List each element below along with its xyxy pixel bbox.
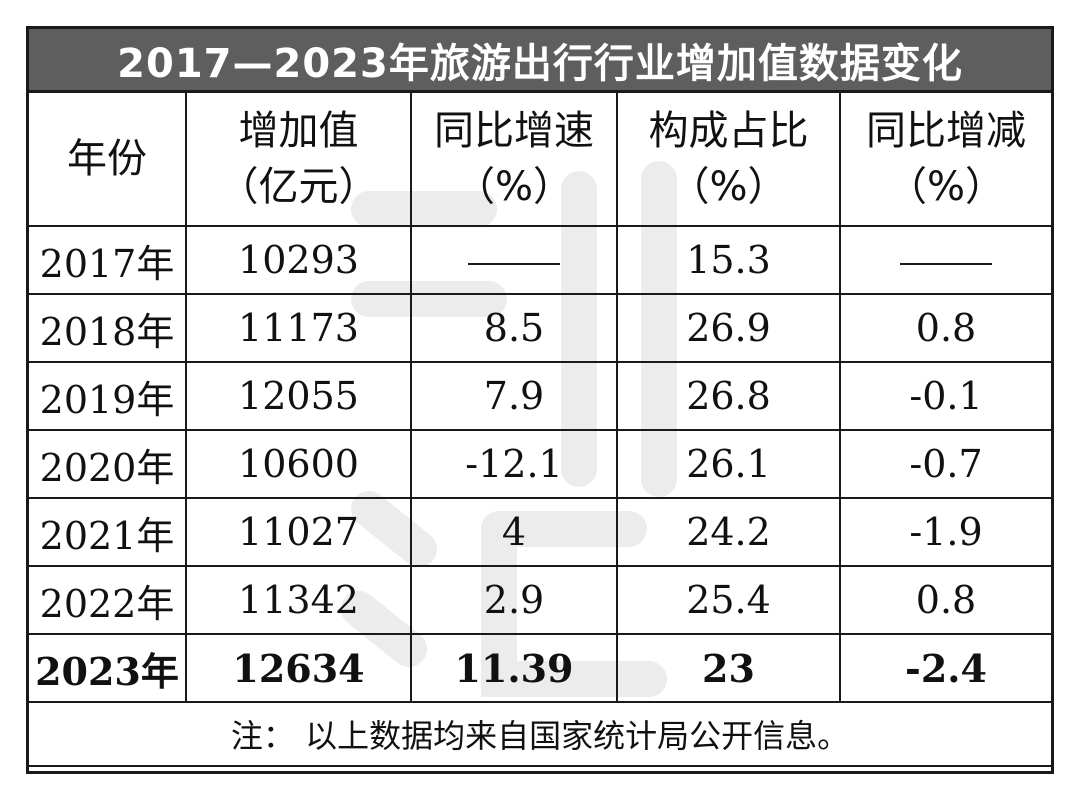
data-table: 年份 增加值 （亿元） 同比增速 （%） 构成占比 （%） 同比增减 （%） 2… xyxy=(29,93,1051,767)
header-growth-label: 同比增速 xyxy=(434,108,594,154)
table-frame: 2017—2023年旅游出行行业增加值数据变化 年份 增加值 （亿元） 同比增速… xyxy=(26,26,1054,774)
dash-mark xyxy=(468,262,560,265)
year-cell: 2018年 xyxy=(29,293,187,363)
year-cell: 2019年 xyxy=(29,361,187,431)
year-cell: 2023年 xyxy=(29,633,187,703)
header-value: 增加值 （亿元） xyxy=(185,93,412,227)
header-change: 同比增减 （%） xyxy=(839,93,1051,227)
growth-cell: 7.9 xyxy=(410,361,618,431)
share-cell: 26.9 xyxy=(616,293,841,363)
header-share: 构成占比 （%） xyxy=(616,93,841,227)
growth-cell: 2.9 xyxy=(410,565,618,635)
header-growth: 同比增速 （%） xyxy=(410,93,618,227)
growth-cell xyxy=(410,225,618,295)
table-row: 2018年 11173 8.5 26.9 0.8 xyxy=(29,293,1051,363)
source-note: 注： 以上数据均来自国家统计局公开信息。 xyxy=(29,701,1051,767)
growth-cell: 4 xyxy=(410,497,618,567)
header-change-label: 同比增减 xyxy=(866,108,1026,154)
year-cell: 2022年 xyxy=(29,565,187,635)
header-year: 年份 xyxy=(29,93,187,227)
change-cell: 0.8 xyxy=(839,565,1051,635)
share-cell: 26.1 xyxy=(616,429,841,499)
share-cell: 26.8 xyxy=(616,361,841,431)
header-row: 年份 增加值 （亿元） 同比增速 （%） 构成占比 （%） 同比增减 （%） xyxy=(29,93,1051,227)
dash-mark xyxy=(900,262,992,265)
header-share-label: 构成占比 xyxy=(648,108,809,154)
table-row: 2021年 11027 4 24.2 -1.9 xyxy=(29,497,1051,567)
header-change-unit: （%） xyxy=(886,164,1005,210)
year-cell: 2020年 xyxy=(29,429,187,499)
table-row: 2020年 10600 -12.1 26.1 -0.7 xyxy=(29,429,1051,499)
growth-cell: 11.39 xyxy=(410,633,618,703)
table-title: 2017—2023年旅游出行行业增加值数据变化 xyxy=(29,29,1051,93)
share-cell: 24.2 xyxy=(616,497,841,567)
change-cell: 0.8 xyxy=(839,293,1051,363)
share-cell: 25.4 xyxy=(616,565,841,635)
change-cell xyxy=(839,225,1051,295)
table-row: 2017年 10293 15.3 xyxy=(29,225,1051,295)
value-cell: 11027 xyxy=(185,497,412,567)
year-cell: 2017年 xyxy=(29,225,187,295)
growth-cell: -12.1 xyxy=(410,429,618,499)
value-cell: 12634 xyxy=(185,633,412,703)
share-cell: 23 xyxy=(616,633,841,703)
note-row: 注： 以上数据均来自国家统计局公开信息。 xyxy=(29,701,1051,767)
change-cell: -2.4 xyxy=(839,633,1051,703)
growth-cell: 8.5 xyxy=(410,293,618,363)
header-growth-unit: （%） xyxy=(454,164,573,210)
share-cell: 15.3 xyxy=(616,225,841,295)
change-cell: -0.7 xyxy=(839,429,1051,499)
header-value-unit: （亿元） xyxy=(218,164,379,210)
year-cell: 2021年 xyxy=(29,497,187,567)
value-cell: 11342 xyxy=(185,565,412,635)
value-cell: 12055 xyxy=(185,361,412,431)
table-row: 2022年 11342 2.9 25.4 0.8 xyxy=(29,565,1051,635)
change-cell: -0.1 xyxy=(839,361,1051,431)
value-cell: 10600 xyxy=(185,429,412,499)
value-cell: 10293 xyxy=(185,225,412,295)
change-cell: -1.9 xyxy=(839,497,1051,567)
value-cell: 11173 xyxy=(185,293,412,363)
header-year-label: 年份 xyxy=(67,136,147,182)
table-row-highlight: 2023年 12634 11.39 23 -2.4 xyxy=(29,633,1051,703)
header-value-label: 增加值 xyxy=(238,108,359,154)
header-share-unit: （%） xyxy=(669,164,788,210)
table-row: 2019年 12055 7.9 26.8 -0.1 xyxy=(29,361,1051,431)
